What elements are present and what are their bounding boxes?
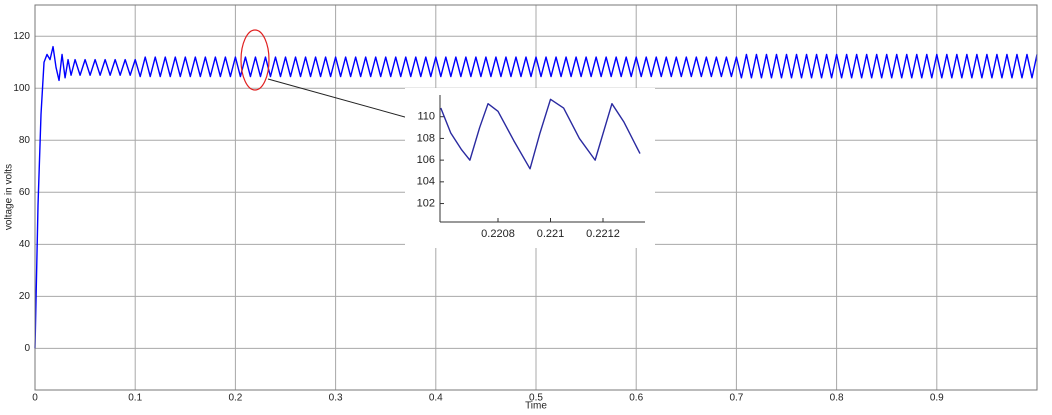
x-tick-label: 0.2208 [481, 228, 515, 240]
y-tick-label: 104 [417, 176, 435, 188]
y-tick-label: 106 [417, 154, 435, 166]
x-tick-label: 0.221 [537, 228, 565, 240]
y-tick-label: 102 [417, 197, 435, 209]
y-tick-label: 100 [13, 83, 30, 94]
x-tick-label: 0.8 [830, 393, 844, 404]
x-axis-label: Time [525, 401, 547, 412]
zoom-highlight [240, 29, 270, 91]
x-tick-label: 0.5 [529, 393, 543, 404]
y-tick-label: 108 [417, 132, 435, 144]
plot-frame [34, 4, 1038, 391]
x-tick-label: 0.4 [429, 393, 443, 404]
y-tick-label: 80 [19, 135, 31, 146]
y-tick-label: 120 [13, 31, 30, 42]
y-axis-label: voltage in volts [4, 164, 15, 230]
y-tick-label: 40 [19, 239, 31, 250]
data-line [34, 45, 1038, 349]
inset-plot: 102 104 106 108 110 0.2208 0.221 0.2212 [417, 95, 645, 240]
y-tick-label: 110 [417, 111, 435, 123]
y-tick-label: 0 [24, 343, 30, 354]
y-tick-label: 20 [19, 291, 31, 302]
x-tick-label: 0.3 [329, 393, 343, 404]
y-tick-label: 60 [19, 187, 31, 198]
x-tick-label: 0.2212 [586, 228, 620, 240]
zoom-arrow [267, 78, 431, 125]
x-tick-label: 0.1 [128, 393, 142, 404]
x-tick-label: 0.9 [930, 393, 944, 404]
x-tick-label: 0.7 [729, 393, 743, 404]
data-line [440, 98, 641, 170]
x-tick-label: 0 [32, 393, 38, 404]
x-tick-label: 0.6 [629, 393, 643, 404]
x-tick-label: 0.2 [228, 393, 242, 404]
